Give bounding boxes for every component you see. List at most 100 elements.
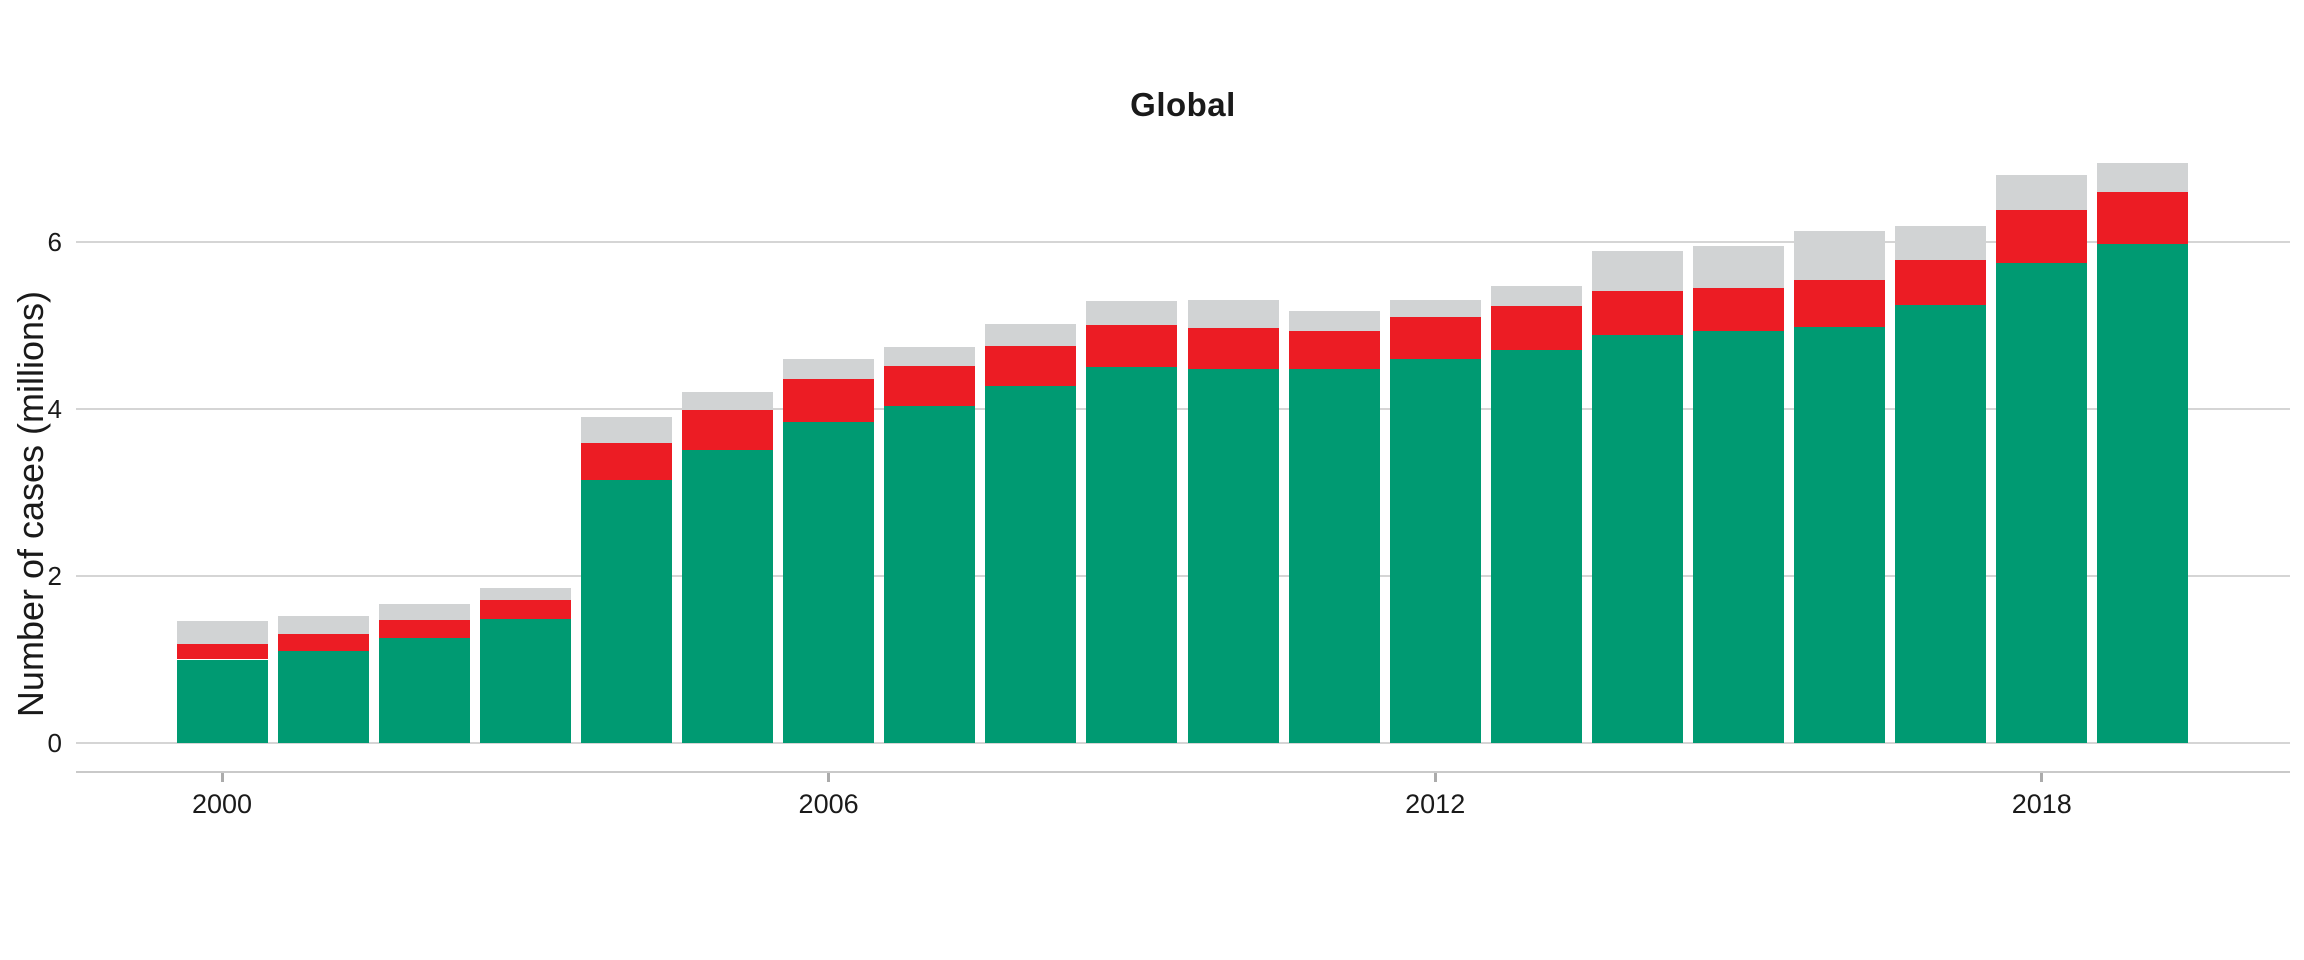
bar-2003-gray-top-segment: [479, 587, 571, 601]
gridline-2: [76, 575, 2290, 577]
bar-2010-red-middle-segment: [1187, 328, 1279, 369]
bar-2007-red-middle-segment: [884, 365, 976, 406]
bar-2011: [1288, 0, 1380, 743]
bar-2016-gray-top-segment: [1794, 231, 1886, 281]
bar-2009-green-bottom-segment: [1086, 367, 1178, 743]
bar-2001: [277, 0, 369, 743]
bar-2014: [1591, 0, 1683, 743]
bar-2006: [783, 0, 875, 743]
bar-2009-red-middle-segment: [1086, 324, 1178, 368]
bar-2013: [1490, 0, 1582, 743]
y-tick-label-4: 4: [47, 394, 62, 424]
bar-2018-red-middle-segment: [1996, 210, 2088, 263]
bar-2019-green-bottom-segment: [2097, 243, 2189, 743]
bar-2002-gray-top-segment: [378, 604, 470, 621]
bar-2005-green-bottom-segment: [682, 449, 773, 743]
bar-2014-green-bottom-segment: [1591, 334, 1683, 743]
chart-title: Global: [1130, 86, 1236, 123]
x-tick-label-2006: 2006: [798, 789, 859, 819]
bar-2005-gray-top-segment: [682, 392, 773, 410]
gridline-4: [76, 408, 2290, 410]
bar-2004-green-bottom-segment: [580, 479, 672, 743]
bar-2011-gray-top-segment: [1288, 311, 1380, 331]
bar-2018: [1996, 0, 2088, 743]
bar-2000-gray-top-segment: [176, 621, 268, 645]
bar-2012: [1389, 0, 1481, 743]
bar-2002-red-middle-segment: [378, 620, 470, 638]
bar-2000-green-bottom-segment: [176, 659, 268, 743]
bar-2016: [1794, 0, 1886, 743]
bar-2015: [1693, 0, 1784, 743]
bar-2003: [479, 0, 571, 743]
bar-2004-gray-top-segment: [580, 417, 672, 444]
bar-2014-gray-top-segment: [1591, 251, 1683, 292]
bar-2019-gray-top-segment: [2097, 162, 2189, 192]
bar-2000-red-middle-segment: [176, 644, 268, 660]
bar-2007-green-bottom-segment: [884, 405, 976, 743]
bar-2006-gray-top-segment: [783, 358, 875, 379]
bar-2013-green-bottom-segment: [1490, 349, 1582, 743]
bar-2008-green-bottom-segment: [985, 386, 1077, 743]
bar-2014-red-middle-segment: [1591, 291, 1683, 335]
x-axis-tick-2006: [827, 773, 831, 782]
x-tick-label-2000: 2000: [191, 789, 253, 819]
bar-2016-red-middle-segment: [1794, 280, 1886, 328]
bar-2011-red-middle-segment: [1288, 330, 1380, 369]
x-tick-label-2012: 2012: [1405, 789, 1466, 819]
bar-2001-green-bottom-segment: [277, 651, 369, 743]
bar-2015-green-bottom-segment: [1693, 331, 1784, 743]
bar-2006-green-bottom-segment: [783, 422, 875, 743]
bar-2008: [985, 0, 1077, 743]
bar-2005: [682, 0, 773, 743]
bar-2017-green-bottom-segment: [1895, 305, 1987, 743]
bar-2010: [1187, 0, 1279, 743]
bar-2004: [580, 0, 672, 743]
bar-2008-gray-top-segment: [985, 323, 1077, 346]
bar-2013-red-middle-segment: [1490, 306, 1582, 350]
bar-2001-gray-top-segment: [277, 616, 369, 635]
bar-2012-gray-top-segment: [1389, 299, 1481, 318]
x-axis-tick-2012: [1433, 773, 1437, 782]
gridline-6: [76, 241, 2290, 243]
bar-2002: [378, 0, 470, 743]
bar-2015-gray-top-segment: [1693, 246, 1784, 288]
bar-2000: [176, 0, 268, 743]
bar-2006-red-middle-segment: [783, 378, 875, 423]
x-axis-tick-2018: [2040, 773, 2044, 782]
gridline-0: [76, 742, 2290, 744]
bar-2011-green-bottom-segment: [1288, 368, 1380, 743]
x-axis-tick-2000: [220, 773, 224, 782]
bar-2016-green-bottom-segment: [1794, 327, 1886, 743]
bar-2004-red-middle-segment: [580, 443, 672, 480]
bar-2017-red-middle-segment: [1895, 260, 1987, 306]
bar-2015-red-middle-segment: [1693, 287, 1784, 332]
bar-2013-gray-top-segment: [1490, 286, 1582, 307]
y-tick-label-6: 6: [47, 227, 62, 257]
x-axis-line: [76, 771, 2290, 773]
y-axis-title: Number of cases (millions): [10, 290, 51, 718]
x-tick-label-2018: 2018: [2011, 789, 2072, 819]
bar-2009: [1086, 0, 1178, 743]
y-tick-label-0: 0: [47, 728, 62, 758]
bar-2008-red-middle-segment: [985, 345, 1077, 387]
bar-2019-red-middle-segment: [2097, 191, 2189, 244]
bar-2017: [1895, 0, 1987, 743]
bar-2012-red-middle-segment: [1389, 317, 1481, 359]
bar-2012-green-bottom-segment: [1389, 358, 1481, 743]
bar-2010-gray-top-segment: [1187, 300, 1279, 328]
bar-2019: [2097, 0, 2189, 743]
bar-2017-gray-top-segment: [1895, 226, 1987, 261]
bar-2002-green-bottom-segment: [378, 637, 470, 743]
bar-2001-red-middle-segment: [277, 634, 369, 652]
bar-2010-green-bottom-segment: [1187, 368, 1279, 743]
bar-2005-red-middle-segment: [682, 409, 773, 450]
bar-2018-gray-top-segment: [1996, 175, 2088, 211]
bar-2003-red-middle-segment: [479, 600, 571, 620]
bar-2003-green-bottom-segment: [479, 619, 571, 743]
bar-2018-green-bottom-segment: [1996, 262, 2088, 743]
bar-2009-gray-top-segment: [1086, 301, 1178, 325]
bar-2007-gray-top-segment: [884, 347, 976, 366]
bar-2007: [884, 0, 976, 743]
y-tick-label-2: 2: [47, 561, 62, 591]
